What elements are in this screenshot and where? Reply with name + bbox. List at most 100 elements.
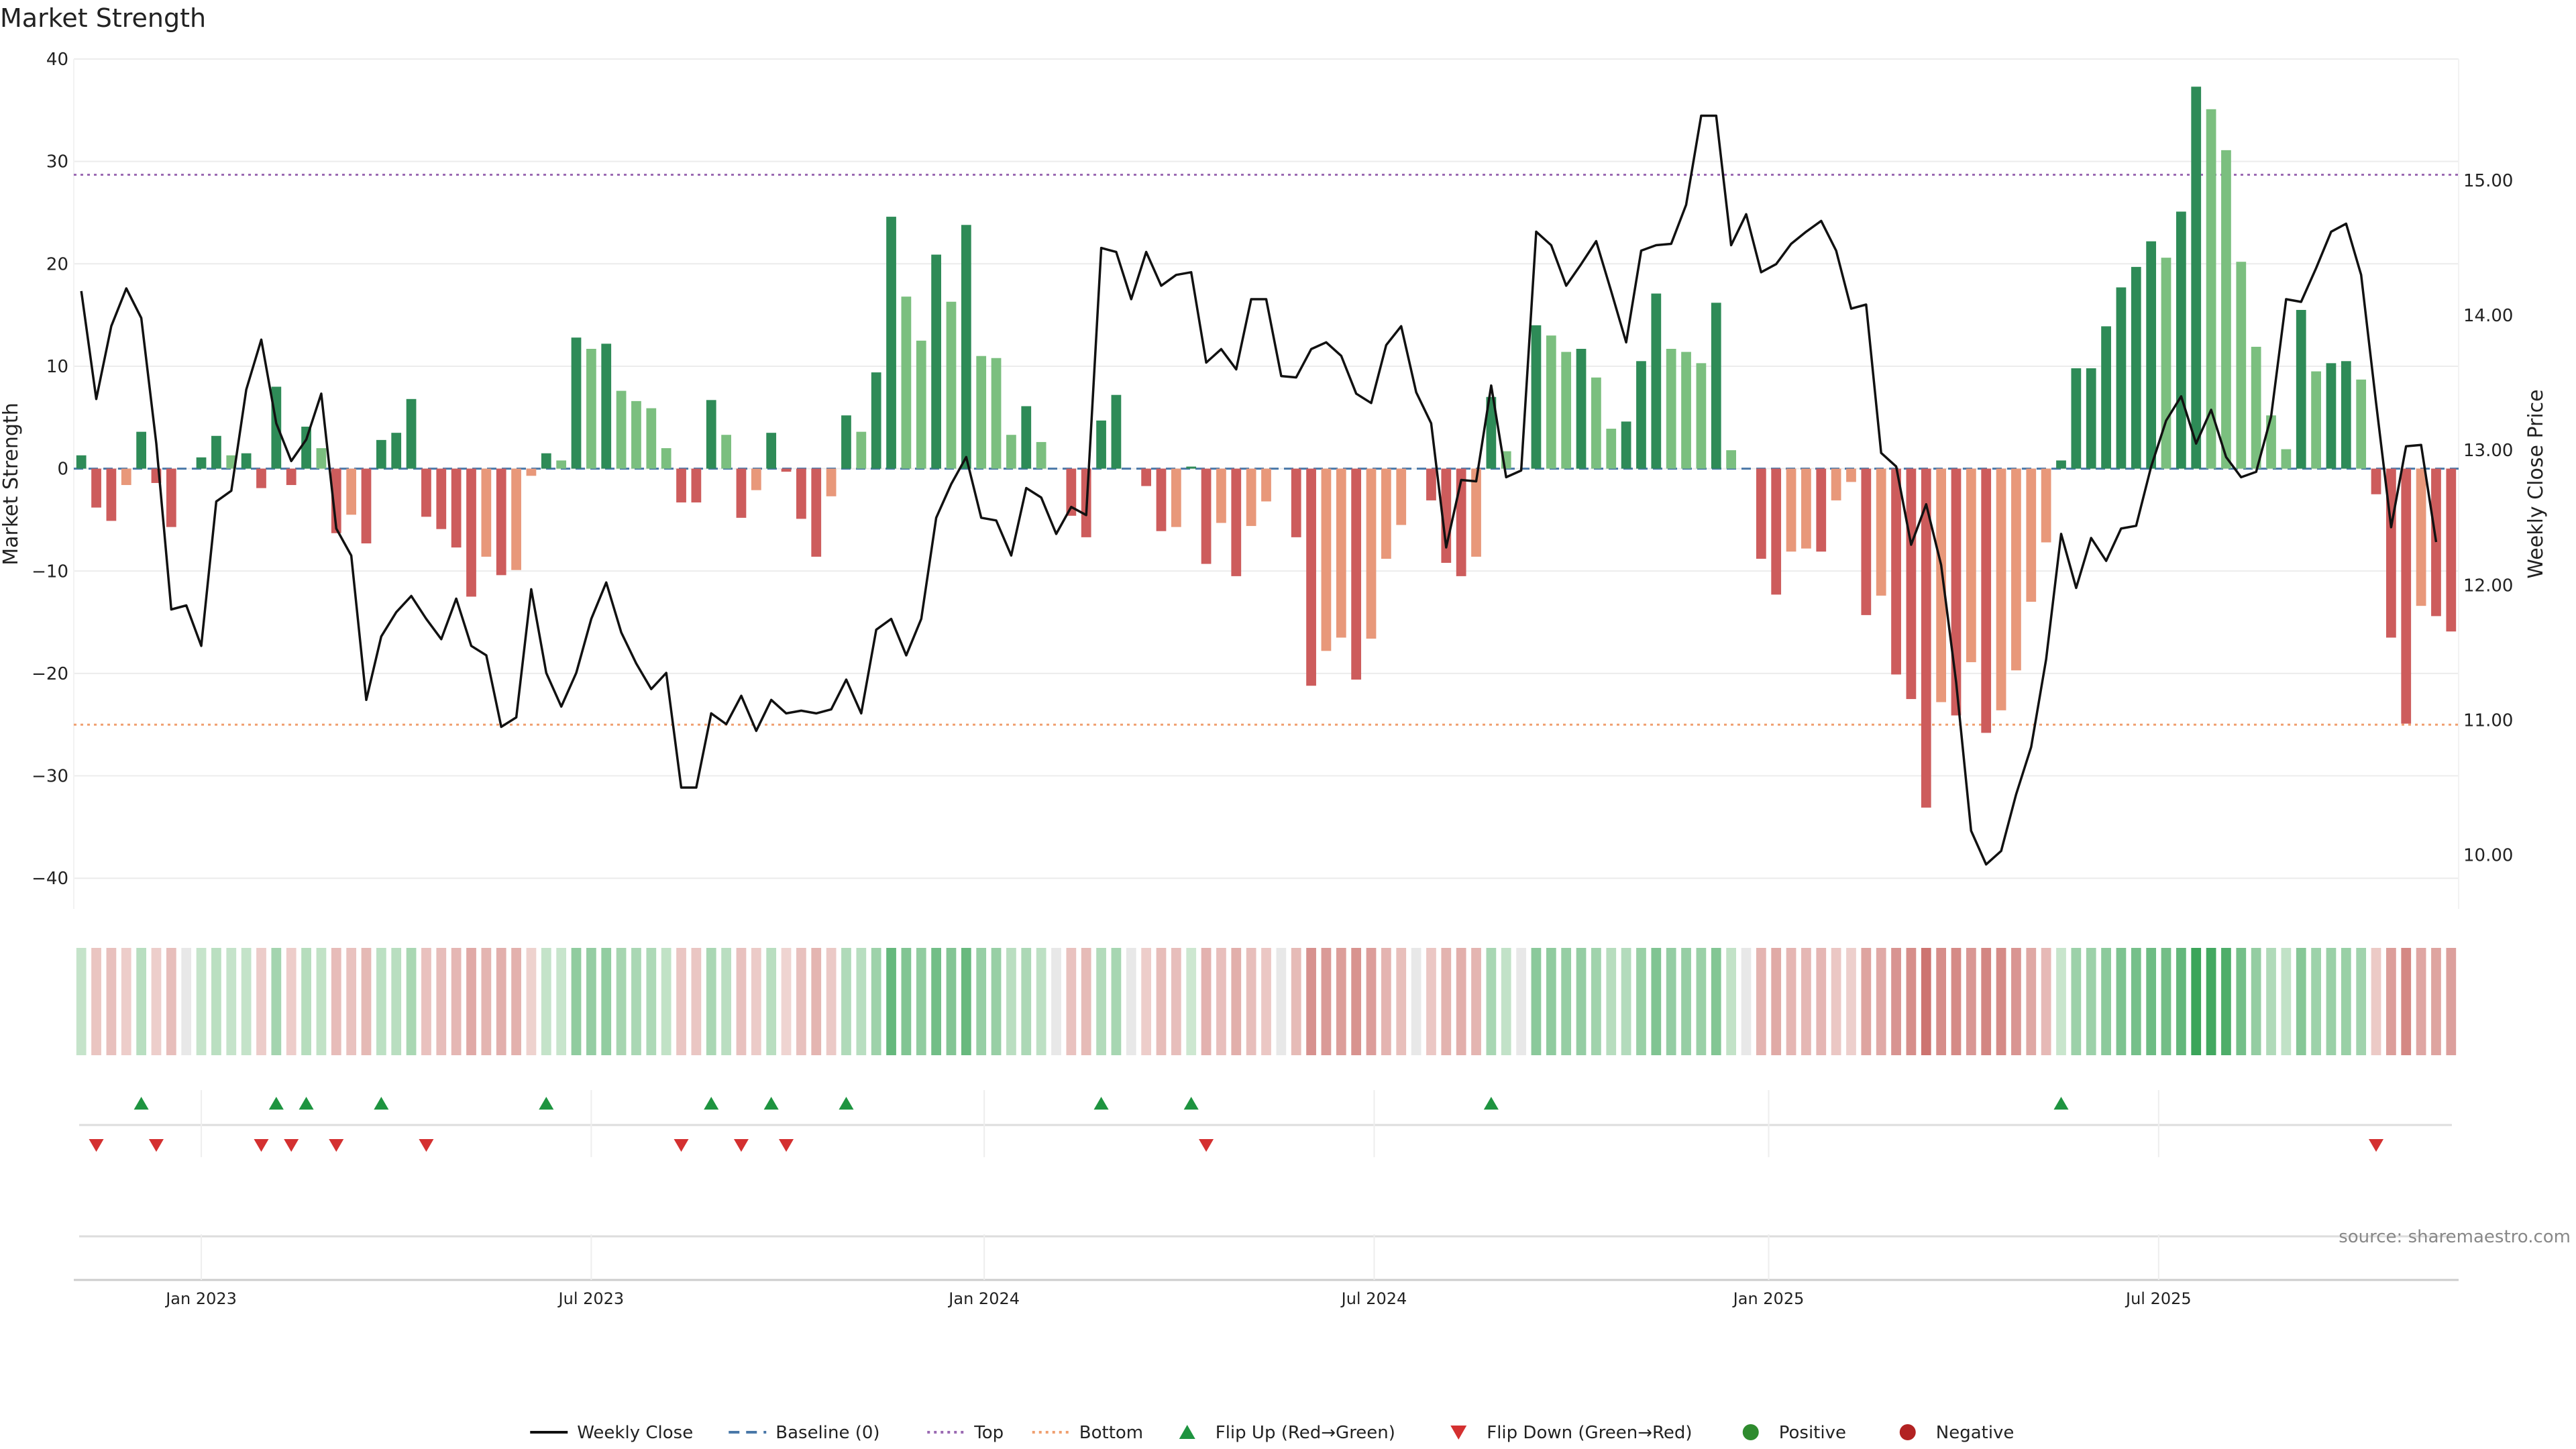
strength-bar <box>2371 468 2381 494</box>
strength-bar <box>1756 468 1766 559</box>
heat-cell <box>1756 948 1766 1055</box>
flip-up-marker <box>374 1097 389 1110</box>
heat-cell <box>151 948 162 1055</box>
y-tick-left: 10 <box>46 357 68 377</box>
heat-cell <box>1816 948 1827 1055</box>
heat-cell <box>346 948 357 1055</box>
heat-cell <box>526 948 537 1055</box>
heat-cell <box>2326 948 2337 1055</box>
heat-cell <box>2221 948 2231 1055</box>
heat-cell <box>1246 948 1256 1055</box>
heat-cell <box>2356 948 2367 1055</box>
strength-bar <box>226 455 237 469</box>
legend-label: Flip Down (Green→Red) <box>1487 1423 1692 1443</box>
heat-cell <box>1996 948 2006 1055</box>
strength-bar <box>916 340 926 469</box>
flip-down-marker <box>419 1139 434 1152</box>
strength-bar <box>241 453 252 469</box>
flip-down-marker <box>329 1139 344 1152</box>
heat-cell <box>1546 948 1556 1055</box>
weekly-close-line <box>80 114 2438 866</box>
heat-cell <box>916 948 926 1055</box>
y-tick-left: 0 <box>57 460 68 480</box>
strength-bar <box>2116 287 2127 469</box>
strength-bar <box>391 433 402 469</box>
strength-bar <box>826 468 837 496</box>
heat-cell <box>1936 948 1947 1055</box>
heat-cell <box>496 948 506 1055</box>
strength-bar <box>421 468 431 517</box>
strength-bar <box>961 225 971 469</box>
strength-bar <box>691 468 702 502</box>
strength-bar <box>1876 468 1886 596</box>
heat-cell <box>1966 948 1976 1055</box>
strength-bar <box>286 468 297 486</box>
y-axis-left: 40 30 20 10 0 −10 −20 −30 −40 <box>32 50 68 889</box>
strength-bar <box>301 427 311 469</box>
strength-bar <box>2026 468 2037 602</box>
strength-bar <box>211 435 221 469</box>
strength-bar <box>886 217 896 469</box>
strength-bar <box>541 453 551 469</box>
heat-cell <box>76 948 87 1055</box>
strength-bar <box>76 455 87 469</box>
strength-bar <box>166 468 176 527</box>
strength-bar <box>781 468 792 472</box>
heat-cell <box>1426 948 1436 1055</box>
strength-bar <box>1606 429 1617 469</box>
strength-bar <box>1681 352 1691 469</box>
strength-bar <box>1726 450 1736 469</box>
flip-up-marker <box>839 1097 854 1110</box>
heat-cell <box>766 948 777 1055</box>
heat-cell <box>961 948 971 1055</box>
strength-bar <box>2356 379 2367 469</box>
legend-item: Flip Up (Red→Green) <box>1179 1423 1395 1443</box>
strength-bar <box>1546 335 1556 469</box>
heat-cell <box>1366 948 1377 1055</box>
legend-dot-icon <box>1899 1424 1916 1440</box>
heat-cell <box>2116 948 2127 1055</box>
heat-cell <box>2401 948 2412 1055</box>
strength-bar <box>2101 326 2111 469</box>
strength-bar <box>1921 468 1931 808</box>
strength-bar <box>2251 346 2261 469</box>
legend: Weekly Close Baseline (0) Top Bottom Flip Up… <box>530 1423 2014 1443</box>
strength-bar <box>2176 211 2186 469</box>
y-tick-right: 13.00 <box>2463 441 2513 461</box>
heat-cell <box>2146 948 2157 1055</box>
heat-cell <box>2371 948 2381 1055</box>
heat-cell <box>1606 948 1617 1055</box>
strength-bar <box>1981 468 1992 733</box>
heat-cell <box>286 948 297 1055</box>
lower-panel <box>74 1090 2459 1281</box>
heat-cell <box>2191 948 2202 1055</box>
heat-cell <box>1981 948 1992 1055</box>
heat-cell <box>1411 948 1421 1055</box>
strength-bar <box>751 468 761 490</box>
legend-label: Negative <box>1936 1423 2015 1443</box>
heat-cell <box>2206 948 2216 1055</box>
heat-cell <box>2026 948 2037 1055</box>
heat-cell <box>136 948 146 1055</box>
strength-bar <box>2146 241 2157 469</box>
heat-cell <box>481 948 492 1055</box>
strength-bar <box>811 468 822 557</box>
strength-bar <box>2431 468 2441 616</box>
y-tick-left: −20 <box>32 664 68 684</box>
legend-down-triangle-icon <box>1450 1426 1467 1440</box>
heat-cell <box>856 948 867 1055</box>
strength-bar <box>1561 352 1572 469</box>
strength-bar <box>976 356 987 469</box>
flip-up-marker <box>704 1097 719 1110</box>
strength-bar <box>1996 468 2006 710</box>
strength-bar <box>1366 468 1377 639</box>
flip-markers <box>89 1097 2384 1152</box>
legend-item: Bottom <box>1032 1423 1143 1443</box>
heat-cell <box>2431 948 2441 1055</box>
flip-down-marker <box>284 1139 299 1152</box>
strength-bar <box>1786 468 1796 552</box>
heat-cell <box>1141 948 1152 1055</box>
heat-cell <box>751 948 761 1055</box>
heat-cell <box>1051 948 1061 1055</box>
